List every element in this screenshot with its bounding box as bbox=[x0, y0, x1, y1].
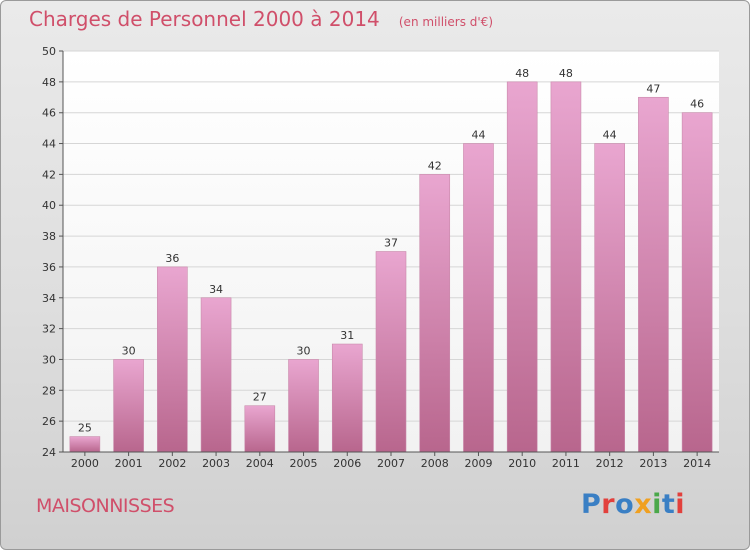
bar-2010 bbox=[506, 81, 538, 453]
bar-2004 bbox=[244, 405, 276, 453]
x-tick-label: 2004 bbox=[246, 457, 274, 470]
data-label: 47 bbox=[646, 82, 660, 95]
bar-2008 bbox=[419, 174, 451, 453]
x-tick-label: 2010 bbox=[508, 457, 536, 470]
x-tick-label: 2007 bbox=[377, 457, 405, 470]
x-tick-label: 2011 bbox=[552, 457, 580, 470]
logo-letter: i bbox=[675, 489, 686, 520]
x-tick-label: 2002 bbox=[158, 457, 186, 470]
x-tick-label: 2001 bbox=[115, 457, 143, 470]
bar-2013 bbox=[638, 96, 669, 453]
x-tick-label: 2014 bbox=[683, 457, 711, 470]
x-tick-label: 2005 bbox=[290, 457, 318, 470]
chart-title-unit: (en milliers d'€) bbox=[398, 15, 493, 29]
y-tick-label: 36 bbox=[42, 261, 56, 274]
y-tick-label: 42 bbox=[42, 168, 56, 181]
bar-2000 bbox=[69, 436, 101, 453]
chart-title: Charges de Personnel 2000 à 2014 (en mil… bbox=[29, 7, 493, 31]
y-tick-label: 44 bbox=[42, 138, 56, 151]
proxiti-logo: Proxiti bbox=[581, 489, 685, 520]
bar-2007 bbox=[375, 251, 407, 453]
chart-title-main: Charges de Personnel 2000 à 2014 bbox=[29, 7, 380, 31]
y-tick-label: 32 bbox=[42, 323, 56, 336]
commune-name: MAISONNISSES bbox=[36, 495, 175, 517]
data-label: 36 bbox=[165, 252, 179, 265]
logo-letter: r bbox=[601, 489, 616, 520]
x-tick-label: 2008 bbox=[421, 457, 449, 470]
bar-2006 bbox=[331, 343, 363, 453]
logo-letter: t bbox=[661, 489, 676, 520]
data-label: 42 bbox=[428, 159, 442, 172]
data-label: 30 bbox=[297, 344, 311, 357]
bar-2011 bbox=[550, 81, 582, 453]
y-tick-label: 30 bbox=[42, 353, 56, 366]
logo-letter: o bbox=[615, 489, 635, 520]
y-tick-label: 26 bbox=[42, 415, 56, 428]
data-label: 25 bbox=[78, 422, 92, 435]
bar-2002 bbox=[157, 266, 188, 453]
data-label: 46 bbox=[690, 98, 704, 111]
y-tick-label: 50 bbox=[42, 45, 56, 58]
y-tick-label: 24 bbox=[42, 446, 56, 459]
data-label: 30 bbox=[122, 344, 136, 357]
data-label: 34 bbox=[209, 283, 223, 296]
bar-2009 bbox=[463, 143, 494, 453]
logo-letter: x bbox=[634, 489, 653, 520]
y-tick-label: 34 bbox=[42, 292, 56, 305]
x-tick-label: 2009 bbox=[464, 457, 492, 470]
data-label: 27 bbox=[253, 391, 267, 404]
data-label: 44 bbox=[471, 129, 485, 142]
data-label: 48 bbox=[515, 67, 529, 80]
bar-2014 bbox=[681, 112, 713, 453]
x-tick-label: 2006 bbox=[333, 457, 361, 470]
x-tick-label: 2012 bbox=[596, 457, 624, 470]
data-label: 48 bbox=[559, 67, 573, 80]
x-tick-label: 2013 bbox=[639, 457, 667, 470]
data-label: 37 bbox=[384, 237, 398, 250]
logo-letter: i bbox=[652, 489, 662, 520]
y-tick-label: 38 bbox=[42, 230, 56, 243]
x-tick-label: 2003 bbox=[202, 457, 230, 470]
bar-2005 bbox=[288, 359, 319, 453]
y-tick-label: 48 bbox=[42, 76, 56, 89]
bar-2001 bbox=[113, 359, 144, 453]
x-tick-label: 2000 bbox=[71, 457, 99, 470]
bar-2003 bbox=[200, 297, 232, 453]
y-tick-label: 46 bbox=[42, 107, 56, 120]
y-tick-label: 40 bbox=[42, 199, 56, 212]
data-label: 31 bbox=[340, 329, 354, 342]
data-label: 44 bbox=[603, 129, 617, 142]
bar-2012 bbox=[594, 143, 625, 453]
logo-letter: P bbox=[581, 489, 602, 520]
y-tick-label: 28 bbox=[42, 384, 56, 397]
